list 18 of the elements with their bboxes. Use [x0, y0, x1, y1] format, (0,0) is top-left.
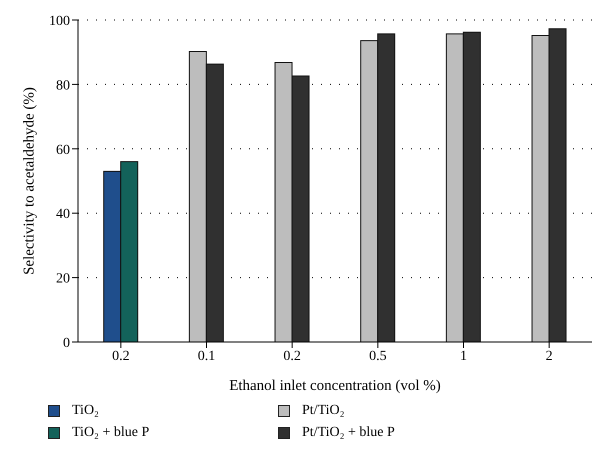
y-tick-label: 40 — [56, 207, 70, 222]
x-tick-label: 0.2 — [283, 348, 301, 364]
y-axis-title: Selectivity to acetaldehyde (%) — [21, 87, 38, 275]
y-tick-label: 60 — [56, 142, 70, 158]
x-tick-label: 0.2 — [112, 348, 130, 364]
x-tick-label: 1 — [460, 348, 467, 364]
x-tick-label: 0.1 — [198, 348, 216, 364]
y-tick-label: 0 — [63, 336, 70, 351]
legend-label: Pt/TiO₂ + blue P — [302, 425, 395, 441]
y-tick-label: 80 — [56, 78, 70, 94]
x-axis-title: Ethanol inlet concentration (vol %) — [229, 378, 441, 394]
legend-label: TiO₂ + blue P — [72, 425, 150, 441]
y-tick-label: 100 — [49, 14, 70, 29]
legend-label: TiO₂ — [72, 403, 99, 419]
x-tick-label: 0.5 — [369, 348, 387, 364]
x-tick-label: 2 — [546, 348, 553, 364]
y-tick-label: 20 — [56, 272, 70, 287]
legend-label: Pt/TiO₂ — [302, 403, 345, 419]
